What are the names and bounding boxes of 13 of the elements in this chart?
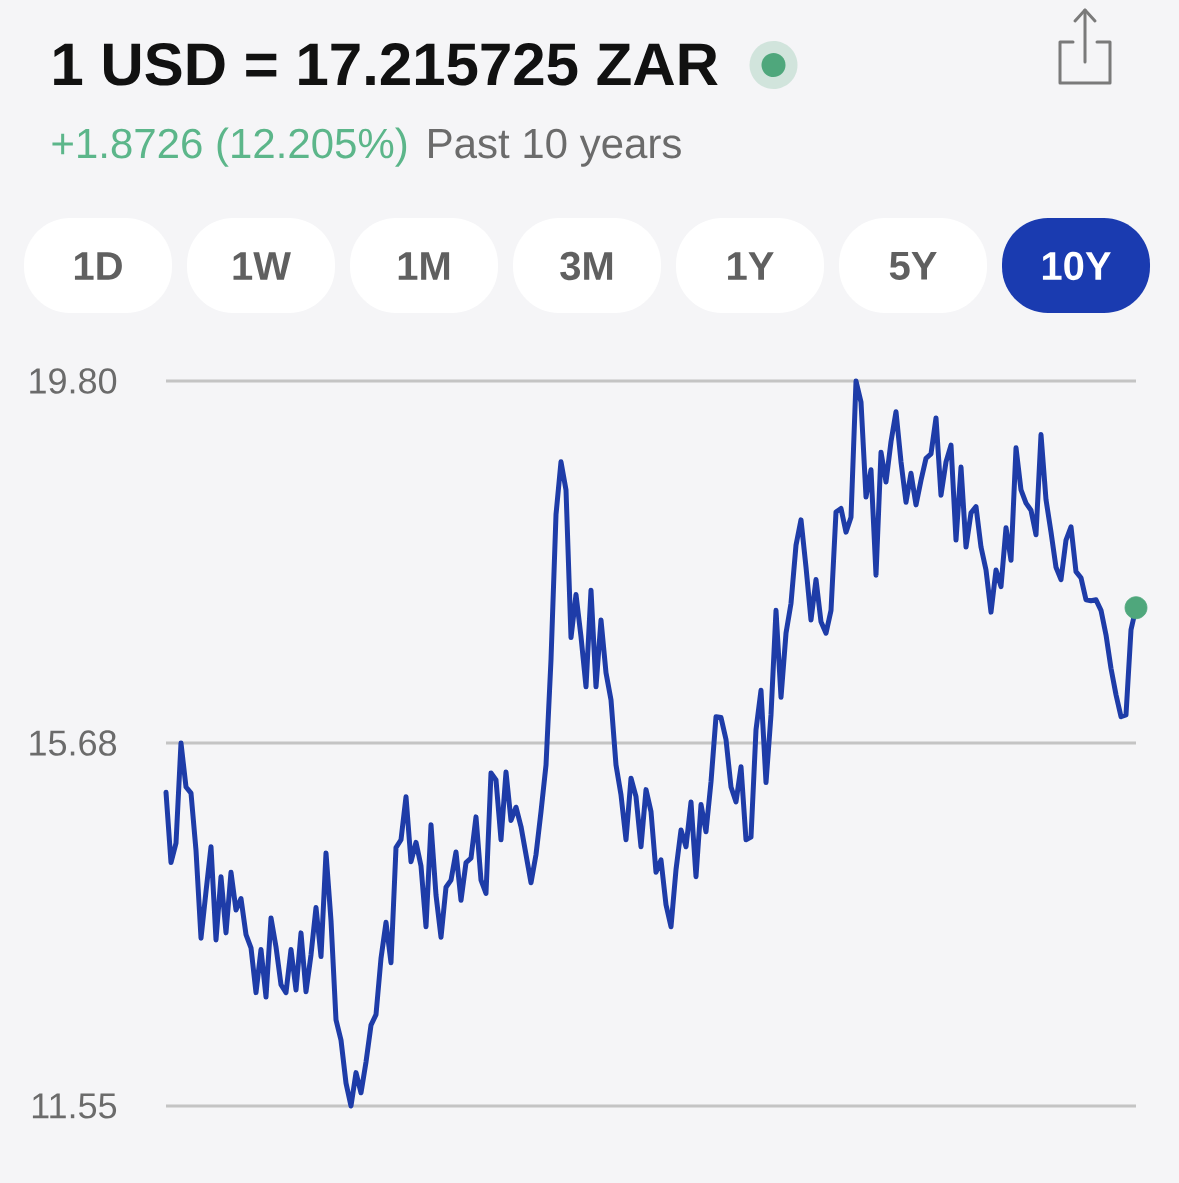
chart-title: 1 USD = 17.215725 ZAR [54,43,718,86]
y-tick-label: 15.68 [30,730,117,756]
text: 10Y [1042,251,1111,281]
text: 1W [233,252,291,280]
text: 3M [560,251,613,281]
text: +1.8726 (12.205%) [52,127,407,167]
text: 5Y [889,252,937,280]
text: 1D [74,252,122,280]
y-tick-label: 19.80 [30,368,117,394]
chart-subtitle: Past 10 years [429,128,681,167]
text: 1Y [728,252,774,280]
text: 1M [398,252,450,280]
y-tick-label: 11.55 [32,1093,117,1119]
